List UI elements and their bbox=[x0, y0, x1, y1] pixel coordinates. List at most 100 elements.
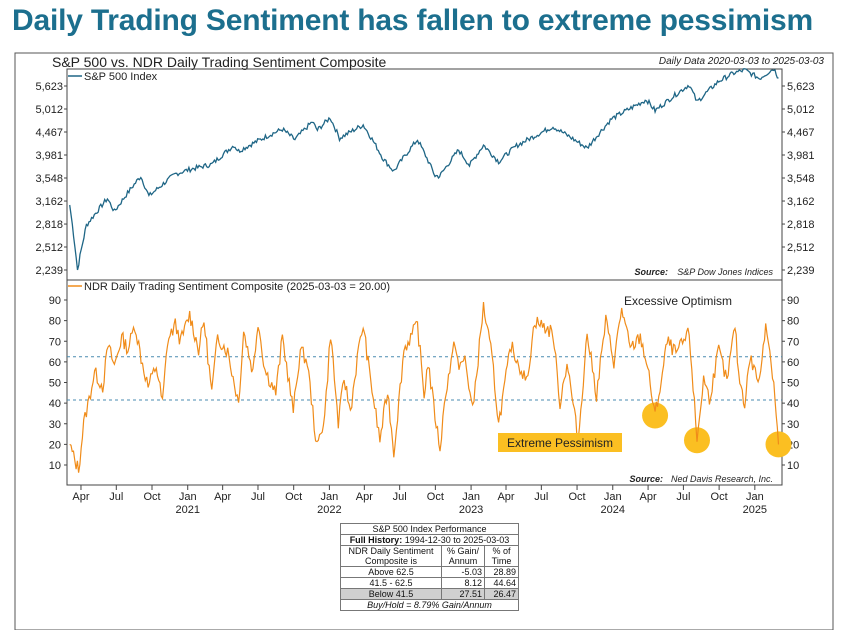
y-tick-label-left: 3,548 bbox=[35, 173, 63, 185]
x-tick-label: Oct bbox=[427, 491, 444, 503]
y-tick-label-left: 10 bbox=[49, 460, 61, 472]
table-header-composite: NDR Daily Sentiment Composite is bbox=[340, 545, 442, 567]
y-tick-label-left: 2,239 bbox=[35, 265, 63, 277]
row-gain: -5.03 bbox=[441, 566, 485, 578]
x-tick-label: Oct bbox=[285, 491, 302, 503]
y-tick-label-right: 30 bbox=[787, 419, 799, 431]
row-time: 28.89 bbox=[484, 566, 519, 578]
spx-panel bbox=[66, 68, 783, 281]
y-tick-label-left: 70 bbox=[49, 336, 61, 348]
full-history-label: Full History: bbox=[349, 535, 403, 545]
y-tick-label-right: 70 bbox=[787, 336, 799, 348]
x-tick-label: Jul bbox=[251, 491, 265, 503]
x-tick-label: Jan bbox=[604, 491, 622, 503]
spx-series-line bbox=[69, 68, 779, 271]
chart-frame bbox=[14, 52, 834, 630]
spx-source-label: Source: bbox=[634, 267, 668, 277]
x-tick-label: Jan bbox=[746, 491, 764, 503]
extreme-highlight-dot bbox=[642, 402, 669, 429]
y-tick-label-right: 2,818 bbox=[787, 219, 815, 231]
x-tick-label: Jan bbox=[321, 491, 339, 503]
date-range: Daily Data 2020-03-03 to 2025-03-03 bbox=[659, 56, 825, 67]
y-tick-label-left: 2,818 bbox=[35, 219, 63, 231]
y-tick-label-right: 50 bbox=[787, 378, 799, 390]
row-label: 41.5 - 62.5 bbox=[340, 577, 442, 589]
chart-title: S&P 500 vs. NDR Daily Trading Sentiment … bbox=[52, 54, 387, 70]
x-year-label: 2025 bbox=[743, 504, 767, 516]
spx-legend-label: S&P 500 Index bbox=[84, 71, 158, 83]
x-year-label: 2022 bbox=[317, 504, 341, 516]
row-gain: 8.12 bbox=[441, 577, 485, 589]
y-tick-label-right: 5,623 bbox=[787, 81, 815, 93]
x-tick-label: Apr bbox=[356, 491, 373, 503]
y-tick-label-left: 40 bbox=[49, 398, 61, 410]
threshold-lines bbox=[67, 356, 782, 401]
table-header-gain: % Gain/ Annum bbox=[441, 545, 485, 567]
y-tick-label-right: 2,239 bbox=[787, 265, 815, 277]
y-tick-label-left: 30 bbox=[49, 419, 61, 431]
spx-y-axis: 2,239 2,239 2,512 2,512 2,818 2,818 3,162 3,162… bbox=[35, 81, 814, 277]
y-tick-label-right: 3,162 bbox=[787, 196, 815, 208]
row-gain: 27.51 bbox=[441, 588, 485, 600]
x-tick-label: Jan bbox=[179, 491, 197, 503]
x-year-label: 2021 bbox=[175, 504, 199, 516]
sentiment-legend-label: NDR Daily Trading Sentiment Composite (2… bbox=[84, 281, 390, 293]
performance-table: S&P 500 Index Performance Full History: … bbox=[340, 523, 519, 611]
x-tick-label: Jul bbox=[109, 491, 123, 503]
y-tick-label-right: 4,467 bbox=[787, 127, 815, 139]
extreme-highlights bbox=[642, 402, 792, 458]
y-tick-label-right: 80 bbox=[787, 316, 799, 328]
x-tick-label: Oct bbox=[143, 491, 160, 503]
pessimism-label: Extreme Pessimism bbox=[507, 436, 613, 450]
y-tick-label-right: 40 bbox=[787, 398, 799, 410]
x-axis: Apr Jul Oct Jan Apr Jul Oct Jan Apr Jul Oct Jan Apr J… bbox=[72, 485, 767, 516]
x-year-label: 2024 bbox=[601, 504, 625, 516]
y-tick-label-right: 3,981 bbox=[787, 150, 815, 162]
table-row: 41.5 - 62.5 8.12 44.64 bbox=[340, 577, 519, 589]
y-tick-label-right: 5,012 bbox=[787, 104, 815, 116]
y-tick-label-left: 90 bbox=[49, 295, 61, 307]
table-row: Above 62.5 -5.03 28.89 bbox=[340, 566, 519, 578]
table-header-time: % of Time bbox=[484, 545, 519, 567]
y-tick-label-left: 60 bbox=[49, 357, 61, 369]
row-time: 26.47 bbox=[484, 588, 519, 600]
x-tick-label: Jul bbox=[534, 491, 548, 503]
y-tick-label-left: 20 bbox=[49, 439, 61, 451]
y-tick-label-left: 50 bbox=[49, 378, 61, 390]
y-tick-label-right: 10 bbox=[787, 460, 799, 472]
y-tick-label-right: 2,512 bbox=[787, 242, 815, 254]
row-time: 44.64 bbox=[484, 577, 519, 589]
x-tick-label: Jul bbox=[393, 491, 407, 503]
optimism-label: Excessive Optimism bbox=[624, 294, 732, 308]
table-footer: Buy/Hold = 8.79% Gain/Annum bbox=[340, 599, 519, 611]
y-tick-label-left: 3,162 bbox=[35, 196, 63, 208]
pessimism-label-box bbox=[498, 433, 622, 452]
sentiment-series-line bbox=[69, 301, 780, 473]
x-tick-label: Jan bbox=[462, 491, 480, 503]
table-row: Below 41.5 27.51 26.47 bbox=[340, 588, 519, 600]
x-tick-label: Jul bbox=[676, 491, 690, 503]
headline: Daily Trading Sentiment has fallen to ex… bbox=[12, 4, 813, 37]
table-full-history: Full History: 1994-12-30 to 2025-03-03 bbox=[340, 534, 519, 546]
x-tick-label: Apr bbox=[72, 491, 89, 503]
row-label: Above 62.5 bbox=[340, 566, 442, 578]
y-tick-label-right: 90 bbox=[787, 295, 799, 307]
sentiment-source-label: Source: bbox=[629, 474, 663, 484]
spx-source: S&P Dow Jones Indices bbox=[677, 267, 773, 277]
full-history-range: 1994-12-30 to 2025-03-03 bbox=[404, 535, 510, 545]
table-title: S&P 500 Index Performance bbox=[340, 523, 519, 535]
x-tick-label: Apr bbox=[214, 491, 231, 503]
x-tick-label: Oct bbox=[568, 491, 585, 503]
y-tick-label-left: 4,467 bbox=[35, 127, 63, 139]
y-tick-label-left: 5,012 bbox=[35, 104, 63, 116]
x-tick-label: Apr bbox=[497, 491, 514, 503]
y-tick-label-left: 3,981 bbox=[35, 150, 63, 162]
y-tick-label-right: 60 bbox=[787, 357, 799, 369]
x-year-label: 2023 bbox=[459, 504, 483, 516]
row-label: Below 41.5 bbox=[340, 588, 442, 600]
x-tick-label: Oct bbox=[711, 491, 728, 503]
x-tick-label: Apr bbox=[640, 491, 657, 503]
y-tick-label-left: 80 bbox=[49, 316, 61, 328]
